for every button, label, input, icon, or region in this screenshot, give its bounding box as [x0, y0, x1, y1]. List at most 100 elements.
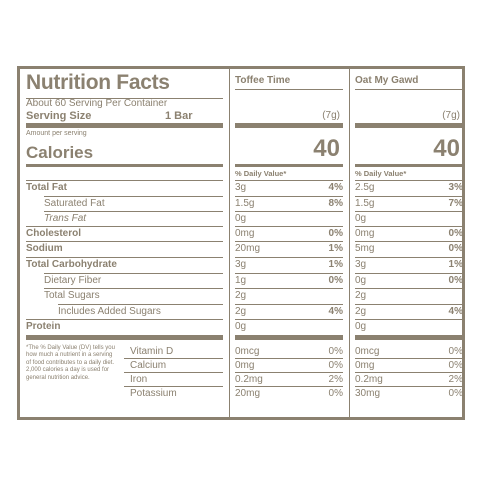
row-divider [44, 196, 223, 197]
row-divider [235, 273, 343, 274]
row-divider [355, 288, 463, 289]
vitamin-daily-value: 0% [448, 388, 463, 399]
vitamin-amount: 0mcg [235, 346, 260, 357]
nutrient-amount: 0mg [235, 228, 255, 239]
nutrient-amount: 3g [235, 182, 247, 193]
panel-title: Nutrition Facts [26, 71, 170, 94]
nutrient-label: Trans Fat [44, 213, 87, 224]
nutrient-amount: 2g [355, 290, 367, 301]
nutrient-label: Protein [26, 321, 61, 332]
nutrient-amount: 2g [355, 306, 367, 317]
row-divider [235, 386, 343, 387]
nutrient-daily-value: 1% [328, 243, 343, 254]
row-divider [235, 335, 343, 340]
row-divider [235, 211, 343, 212]
nutrient-amount: 3g [235, 259, 247, 270]
nutrient-daily-value: 4% [328, 306, 343, 317]
thick-divider-top [26, 123, 223, 128]
row-divider [124, 386, 223, 387]
nutrient-daily-value: 0% [448, 243, 463, 254]
nutrient-amount: 20mg [235, 243, 261, 254]
row-divider [26, 319, 223, 320]
vitamin-label: Potassium [130, 388, 177, 399]
calories-value-2: 40 [433, 135, 460, 162]
nutrient-amount: 3g [355, 259, 367, 270]
vitamin-daily-value: 2% [328, 374, 343, 385]
row-divider [235, 226, 343, 227]
nutrient-daily-value: 7% [448, 198, 463, 209]
row-divider [235, 358, 343, 359]
row-divider [355, 273, 463, 274]
nutrient-amount: 0g [235, 321, 247, 332]
serving-size-value: 1 Bar [165, 110, 193, 122]
row-divider [355, 335, 463, 340]
nutrition-facts-panel: Nutrition Facts About 60 Serving Per Con… [17, 66, 465, 420]
nutrient-label: Dietary Fiber [44, 275, 102, 286]
row-divider [355, 180, 463, 181]
row-divider [26, 180, 223, 181]
vitamin-amount: 0.2mg [355, 374, 383, 385]
serving-weight-2: (7g) [442, 110, 460, 121]
vitamin-label: Vitamin D [130, 346, 174, 357]
nutrient-label: Total Sugars [44, 290, 100, 301]
nutrient-daily-value: 4% [328, 182, 343, 193]
product-name-2: Oat My Gawd [355, 75, 419, 86]
nutrient-amount: 2g [235, 290, 247, 301]
row-divider [26, 335, 223, 340]
nutrient-label: Sodium [26, 243, 63, 254]
row-divider [44, 273, 223, 274]
row-divider [235, 196, 343, 197]
row-divider [355, 211, 463, 212]
row-divider [355, 386, 463, 387]
nutrient-label: Total Carbohydrate [26, 259, 117, 270]
nutrient-daily-value: 8% [328, 198, 343, 209]
vitamin-amount: 0.2mg [235, 374, 263, 385]
vitamin-daily-value: 0% [328, 360, 343, 371]
row-divider [44, 211, 223, 212]
row-divider [124, 358, 223, 359]
vitamin-daily-value: 0% [448, 360, 463, 371]
row-divider [355, 196, 463, 197]
serving-size-label: Serving Size [26, 110, 92, 122]
calories-value-1: 40 [313, 135, 340, 162]
row-divider [26, 257, 223, 258]
row-divider [355, 241, 463, 242]
nutrient-daily-value: 0% [448, 228, 463, 239]
row-divider [355, 257, 463, 258]
vitamin-amount: 0mg [235, 360, 255, 371]
nutrient-amount: 1.5g [235, 198, 255, 209]
row-divider [26, 226, 223, 227]
row-divider [26, 241, 223, 242]
nutrient-daily-value: 1% [448, 259, 463, 270]
row-divider [235, 241, 343, 242]
nutrient-amount: 2.5g [355, 182, 375, 193]
vitamin-label: Calcium [130, 360, 167, 371]
vitamin-daily-value: 0% [328, 388, 343, 399]
nutrient-daily-value: 0% [328, 228, 343, 239]
column-divider-1 [229, 69, 230, 417]
row-divider [355, 372, 463, 373]
nutrient-daily-value: 1% [328, 259, 343, 270]
serving-weight-1: (7g) [322, 110, 340, 121]
row-divider [235, 288, 343, 289]
vitamin-daily-value: 2% [448, 374, 463, 385]
nutrient-amount: 0g [235, 213, 247, 224]
row-divider [124, 372, 223, 373]
nutrient-amount: 0g [355, 213, 367, 224]
row-divider [235, 319, 343, 320]
nutrient-amount: 5mg [355, 243, 375, 254]
row-divider [355, 319, 463, 320]
nutrient-label: Total Fat [26, 182, 67, 193]
vitamin-amount: 30mg [355, 388, 381, 399]
row-divider [355, 226, 463, 227]
vitamin-daily-value: 0% [448, 346, 463, 357]
nutrient-label: Saturated Fat [44, 198, 105, 209]
product-name-1: Toffee Time [235, 75, 291, 86]
vitamin-amount: 0mg [355, 360, 375, 371]
nutrient-daily-value: 0% [328, 275, 343, 286]
amount-per-serving: Amount per serving [26, 130, 87, 137]
row-divider [235, 257, 343, 258]
nutrient-label: Includes Added Sugars [58, 306, 161, 317]
vitamin-label: Iron [130, 374, 148, 385]
calories-label: Calories [26, 143, 94, 162]
